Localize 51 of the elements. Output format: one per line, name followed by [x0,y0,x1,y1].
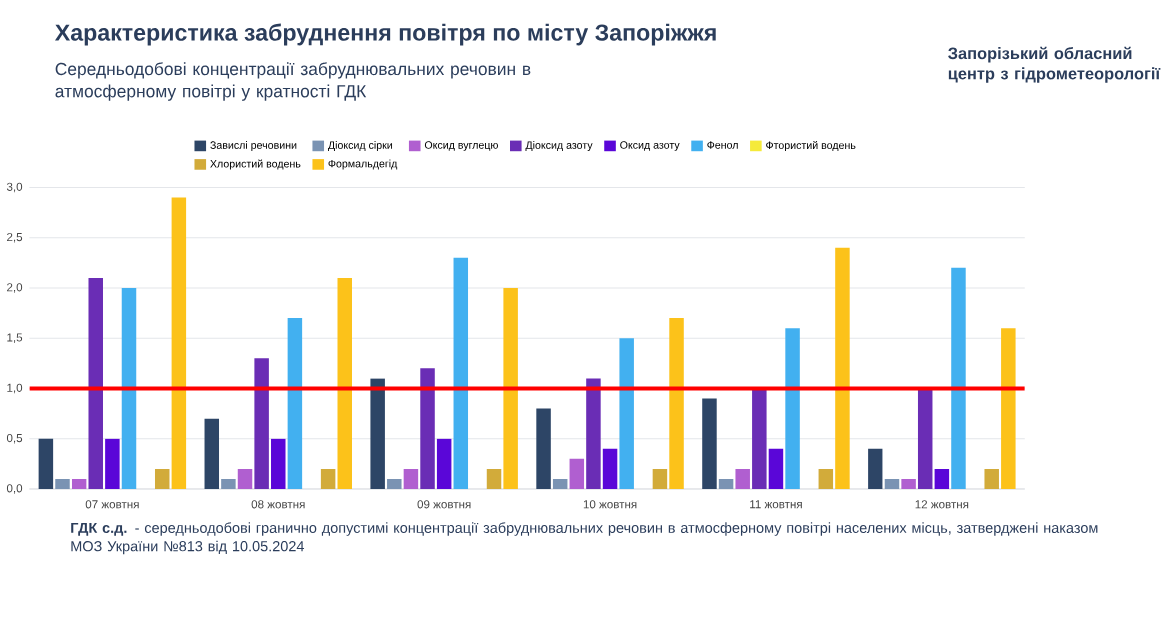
bar [105,438,120,490]
bar [652,468,668,490]
bar [735,468,750,490]
bar [171,197,187,490]
text: Запорізький обласний центр з гідрометеорології [948,46,1161,83]
bar [768,448,784,490]
bar [835,247,850,490]
bar [71,478,87,490]
bar [420,368,435,490]
bar [619,338,634,490]
bar [271,438,286,490]
bar [403,468,419,490]
bar [752,388,767,490]
bar [287,318,303,490]
bar [55,478,70,490]
bar [669,318,684,490]
bar [917,388,933,490]
bar [951,267,966,490]
bar [154,468,170,490]
bar [221,478,236,490]
bar [602,448,618,490]
bar [901,478,916,490]
bar [254,358,269,490]
bar [868,448,883,490]
bar [237,468,253,490]
chart-subtitle: Середньодобові концентрації забруднювальних речовин в атмосферному повітрі у кратності ГДК [55,62,531,101]
bar [934,468,950,490]
bar [552,478,568,490]
bar [453,257,469,490]
bar [785,328,800,490]
bar [88,277,103,490]
bar [1001,328,1016,490]
bar [984,468,999,490]
bar [121,288,137,490]
bar [486,468,502,490]
bar [38,438,54,490]
bar [536,408,551,490]
bar [387,478,402,490]
bar [702,398,717,490]
bar [204,418,220,490]
bar [884,478,900,490]
bar [320,468,336,490]
bar [718,478,734,490]
bar [569,458,585,490]
bar [818,468,834,490]
bar [586,378,601,490]
bar [337,277,352,490]
bar [503,288,518,490]
chart-title: Характеристика забруднення повітря по місту Запоріжжя [54,23,716,46]
bar [370,378,385,490]
bar [436,438,452,490]
